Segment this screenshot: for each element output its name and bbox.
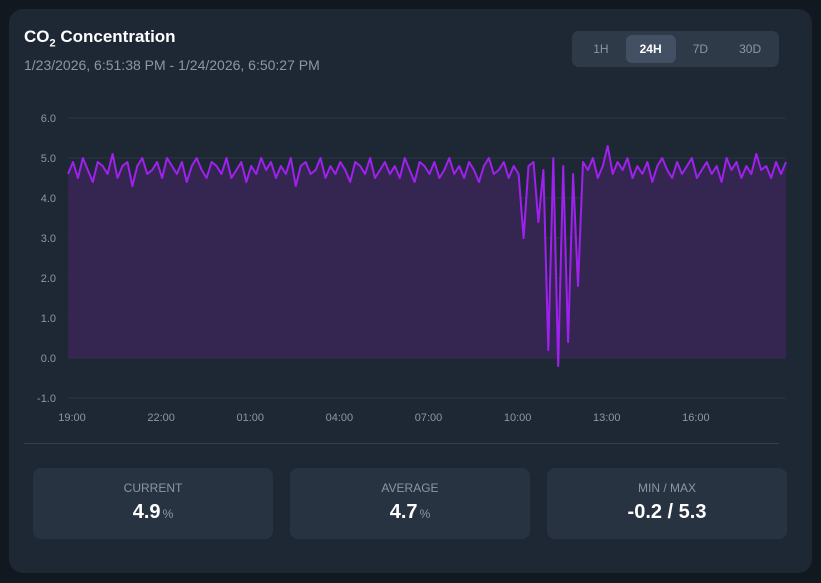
y-tick-label: -1.0 [37,393,56,405]
area-fill [68,146,786,366]
stat-value: -0.2 / 5.3 [627,501,707,523]
y-tick-label: 1.0 [41,313,56,325]
y-tick-label: 0.0 [41,353,56,365]
range-selector: 1H 24H 7D 30D [572,31,779,67]
y-tick-label: 3.0 [41,233,56,245]
stat-min-max: MIN / MAX -0.2 / 5.3 [547,468,787,539]
series-line [67,145,787,367]
x-tick-label: 10:00 [504,412,532,424]
range-1h-button[interactable]: 1H [593,42,609,56]
x-tick-label: 16:00 [682,412,710,424]
stat-average: AVERAGE 4.7% [290,468,530,539]
x-tick-label: 13:00 [593,412,621,424]
x-tick-label: 04:00 [326,412,354,424]
stat-label: CURRENT [123,481,183,495]
time-range-text: 1/23/2026, 6:51:38 PM - 1/24/2026, 6:50:… [24,57,320,73]
stat-unit: % [162,507,174,521]
stat-label: AVERAGE [381,481,439,495]
stat-value: 4.7 [389,501,418,523]
range-24h-button[interactable]: 24H [625,35,676,63]
stat-label: MIN / MAX [637,481,696,495]
co2-chart: 6.0 5.0 4.0 3.0 2.0 1.0 0.0 -1.019:00 22:00 01:00… [37,113,787,424]
x-tick-label: 01:00 [236,412,264,424]
x-tick-label: 22:00 [147,412,175,424]
x-tick-label: 07:00 [415,412,443,424]
y-tick-label: 6.0 [41,113,56,125]
chart-title: CO2 Concentration [24,27,176,50]
stat-unit: % [419,507,431,521]
y-tick-label: 5.0 [41,153,56,165]
x-tick-label: 19:00 [58,412,86,424]
divider [24,443,779,444]
y-tick-label: 2.0 [41,273,56,285]
stat-current: CURRENT 4.9% [33,468,273,539]
y-tick-label: 4.0 [41,193,56,205]
range-7d-button[interactable]: 7D [692,42,709,56]
stat-value: 4.9 [132,501,161,523]
range-30d-button[interactable]: 30D [739,42,762,56]
